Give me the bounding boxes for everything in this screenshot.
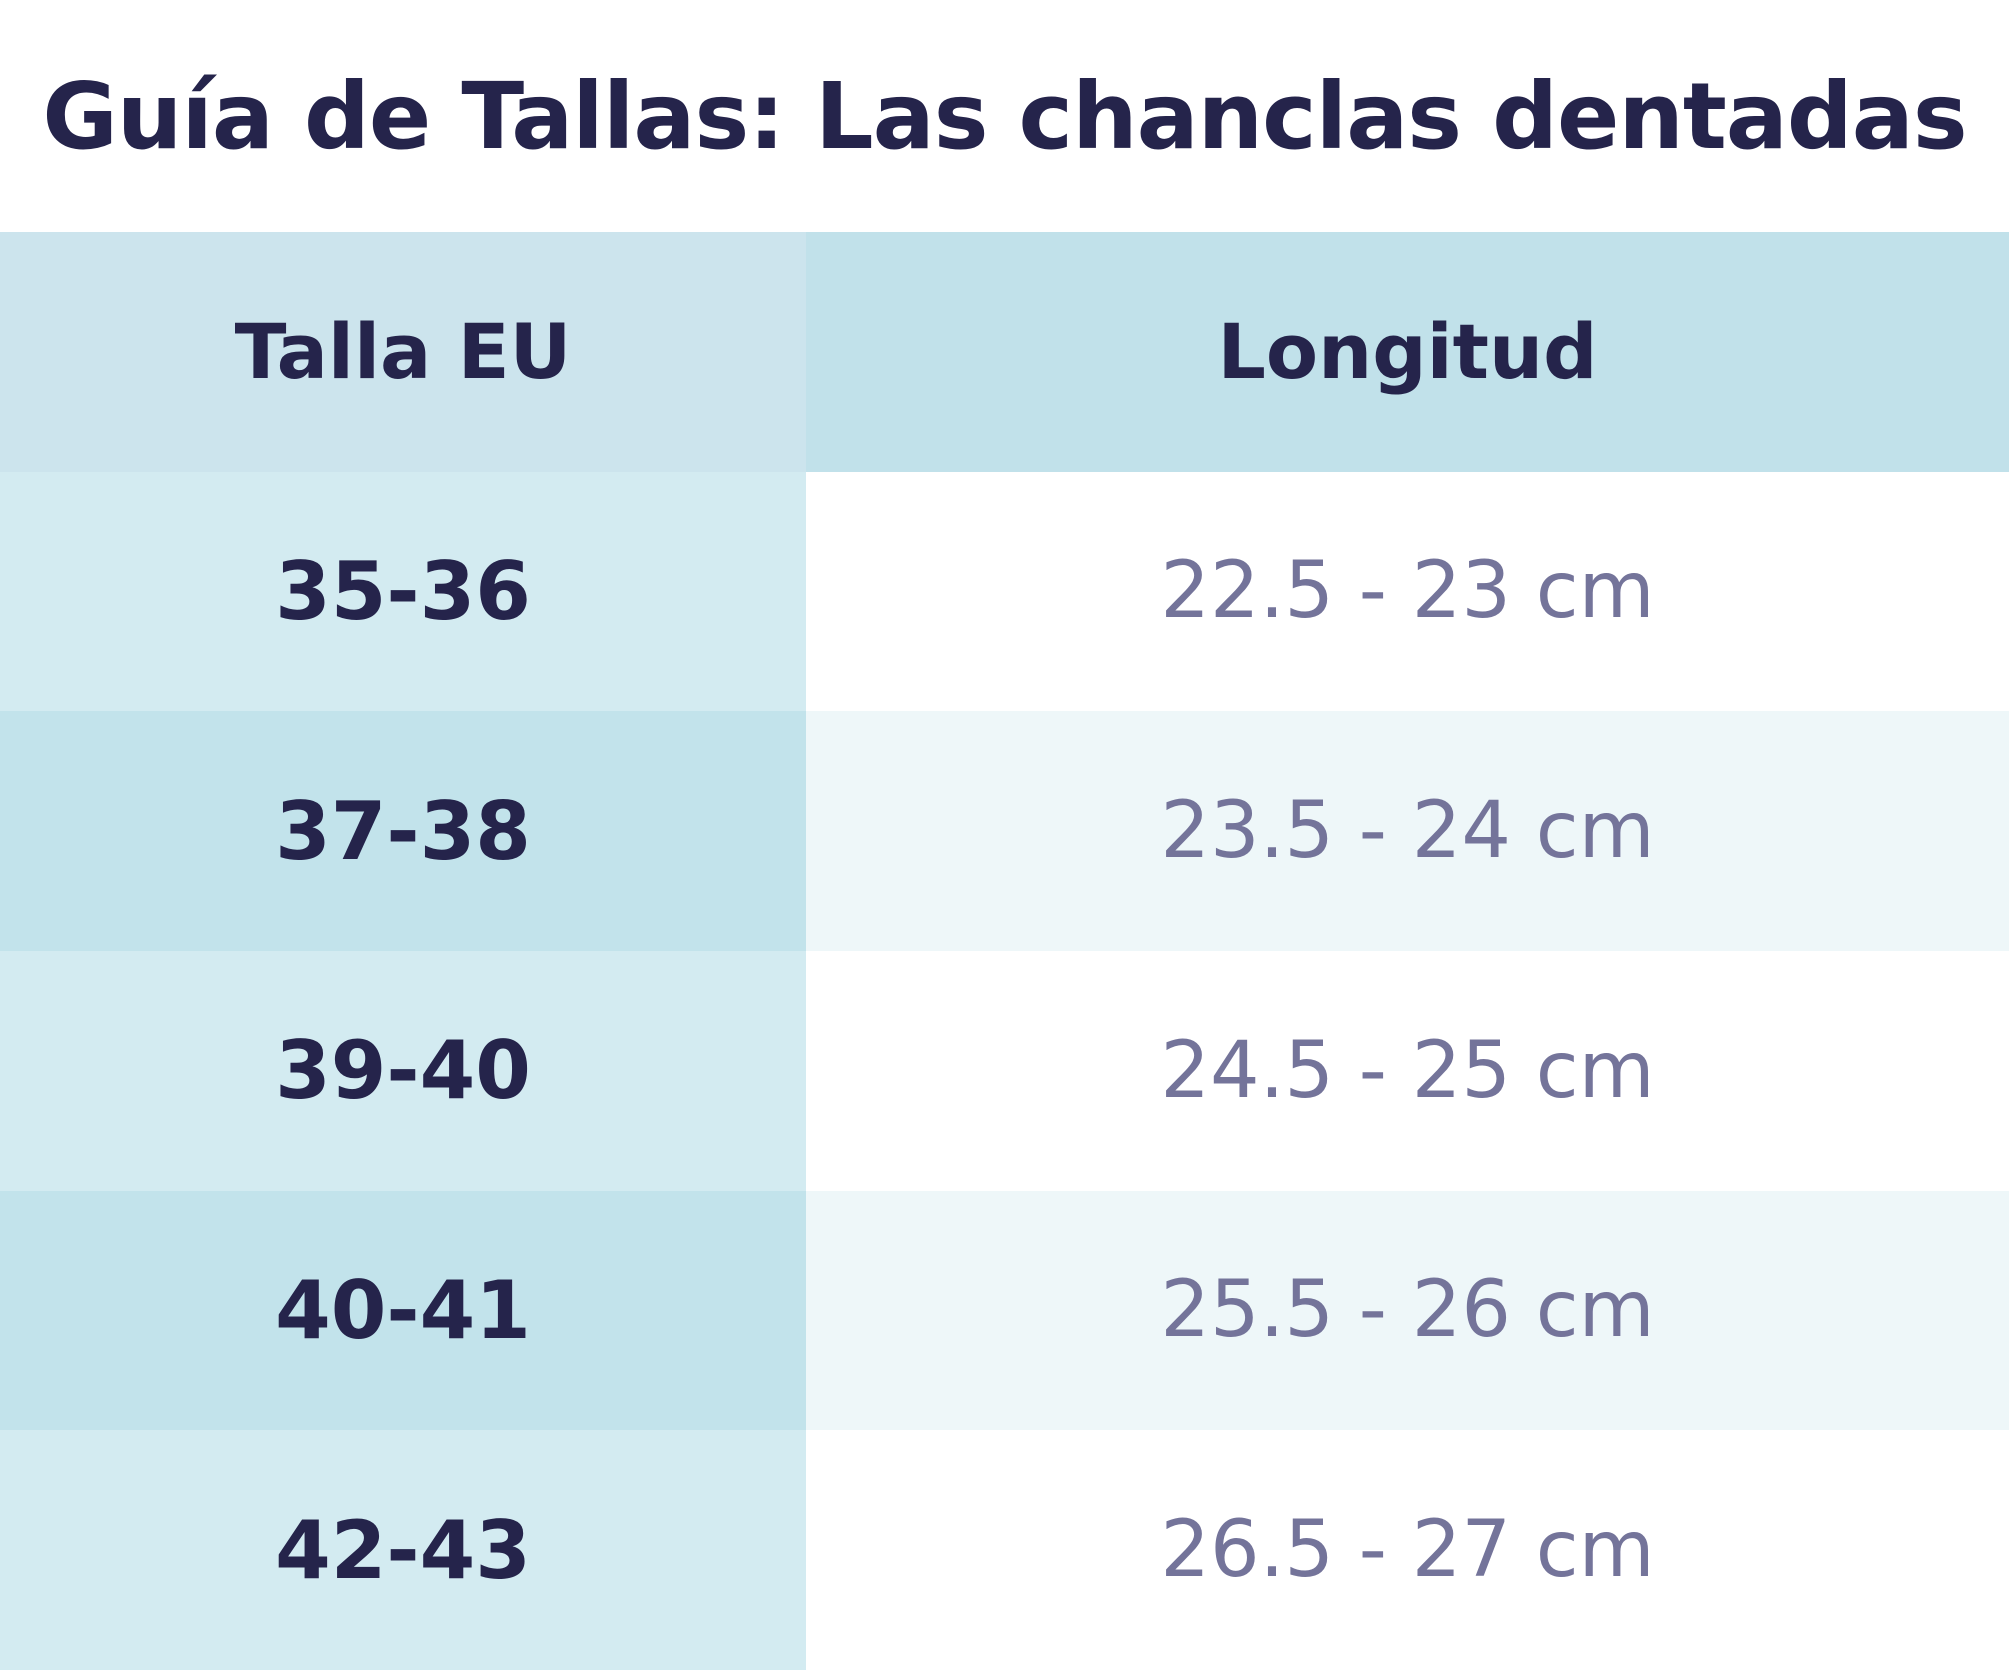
page-title: Guía de Tallas: Las chanclas dentadas — [42, 62, 1967, 170]
length-cell: 23.5 - 24 cm — [806, 711, 2009, 951]
size-cell: 35-36 — [0, 471, 806, 712]
size-cell: 39-40 — [0, 951, 806, 1191]
header-size: Talla EU — [0, 232, 806, 472]
length-cell: 26.5 - 27 cm — [806, 1430, 2009, 1670]
size-table: Talla EU Longitud 35-36 22.5 - 23 cm 37-… — [0, 232, 2009, 1670]
size-cell: 37-38 — [0, 711, 806, 951]
length-cell: 24.5 - 25 cm — [806, 951, 2009, 1191]
header-length: Longitud — [806, 232, 2009, 472]
size-cell: 40-41 — [0, 1190, 806, 1431]
size-cell: 42-43 — [0, 1430, 806, 1670]
length-cell: 25.5 - 26 cm — [806, 1190, 2009, 1431]
length-cell: 22.5 - 23 cm — [806, 471, 2009, 712]
